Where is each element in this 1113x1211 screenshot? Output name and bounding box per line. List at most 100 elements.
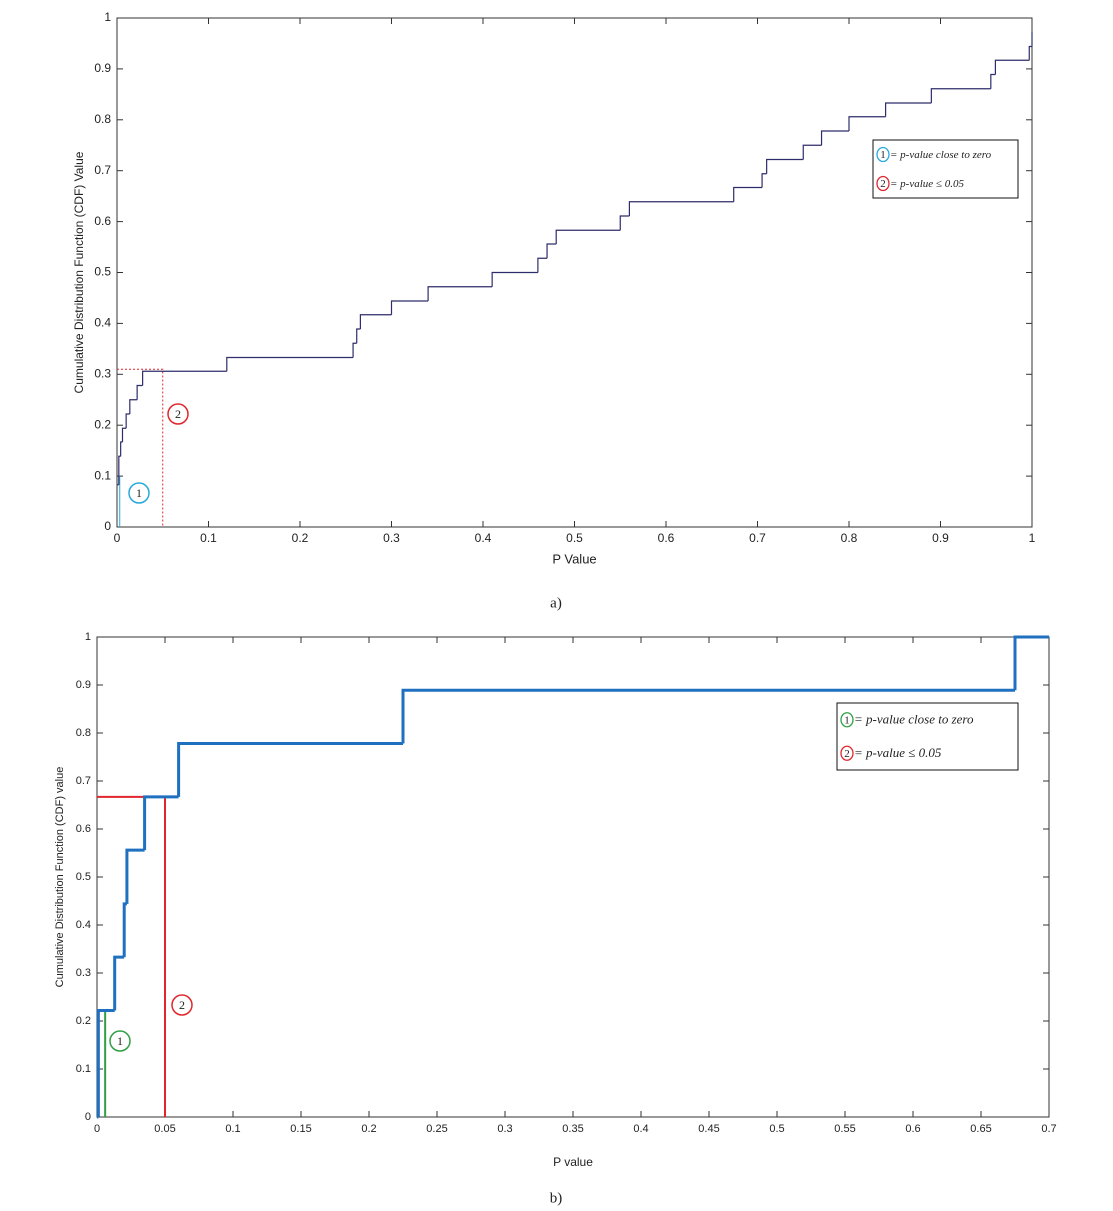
legend-circle: [840, 745, 854, 761]
x-tick-label: 0.45: [698, 1123, 719, 1135]
annotation-circle: [109, 1030, 131, 1052]
cdf-step: [118, 455, 121, 485]
cdf-step: [619, 215, 630, 231]
cdf-step: [994, 59, 1030, 75]
cdf-step: [120, 441, 123, 457]
x-tick-label: 0.25: [426, 1123, 447, 1135]
legend-marker: 2: [880, 178, 886, 190]
cdf-step: [121, 427, 127, 442]
reference-line: [117, 368, 164, 527]
cdf-step: [537, 257, 548, 273]
x-tick-label: 0.6: [905, 1123, 920, 1135]
x-tick-label: 0.65: [970, 1123, 991, 1135]
cdf-step: [136, 384, 143, 400]
x-axis-label: P Value: [552, 551, 596, 566]
y-tick-label: 0.4: [76, 919, 91, 931]
cdf-step: [491, 271, 538, 287]
legend-label: = p-value close to zero: [890, 149, 992, 161]
legend-circle: [840, 712, 854, 728]
annotation: 2: [175, 407, 181, 421]
y-tick-label: 0.1: [94, 468, 111, 482]
plot-area: [116, 17, 1033, 528]
cdf-step: [848, 116, 886, 131]
cdf-step: [96, 1008, 115, 1117]
cdf-step: [802, 144, 822, 160]
x-tick-label: 0.8: [841, 531, 858, 545]
cdf-step: [129, 399, 138, 415]
x-axis-label: P value: [553, 1155, 593, 1169]
cdf-step: [1028, 45, 1032, 61]
cdf-step: [359, 314, 392, 329]
y-tick-label: 0.8: [76, 727, 91, 739]
x-tick-label: 0.15: [290, 1123, 311, 1135]
cdf-step: [885, 102, 932, 117]
x-tick-label: 0.4: [475, 531, 492, 545]
cdf-step: [226, 356, 354, 372]
cdf-step: [820, 130, 849, 146]
x-tick-label: 0.9: [932, 531, 949, 545]
x-tick-label: 0.3: [497, 1123, 512, 1135]
cdf-step: [143, 795, 179, 851]
y-tick-label: 0.6: [94, 214, 111, 228]
x-tick-label: 0: [94, 1123, 100, 1135]
cdf-step: [1013, 635, 1049, 691]
legend-box: [872, 139, 1019, 199]
annotation: 1: [136, 486, 142, 500]
y-tick-label: 0.3: [94, 366, 111, 380]
legend-circle: [876, 146, 890, 163]
cdf-step: [401, 688, 1015, 744]
caption: a): [550, 595, 562, 611]
annotation-circle: [128, 482, 150, 504]
cdf-step: [390, 300, 429, 315]
x-tick-label: 0.55: [834, 1123, 855, 1135]
cdf-step: [356, 328, 361, 344]
y-tick-label: 0.9: [76, 679, 91, 691]
legend-circle: [876, 175, 890, 192]
cdf-step: [125, 848, 145, 904]
legend-marker: 1: [880, 149, 886, 161]
legend-marker: 2: [844, 748, 850, 760]
y-tick-label: 0: [85, 1111, 91, 1123]
y-tick-label: 0.2: [76, 1015, 91, 1027]
x-tick-label: 1: [1029, 531, 1036, 545]
y-tick-label: 0.3: [76, 967, 91, 979]
x-tick-label: 0: [114, 531, 121, 545]
x-tick-label: 0.2: [292, 531, 309, 545]
cdf-step: [546, 243, 557, 259]
legend-label: = p-value ≤ 0.05: [854, 745, 942, 760]
annotation: 1: [117, 1034, 123, 1048]
x-tick-label: 0.1: [200, 531, 217, 545]
y-tick-label: 0.8: [94, 112, 111, 126]
x-tick-label: 0.05: [154, 1123, 175, 1135]
annotation-circle: [171, 994, 193, 1016]
y-axis-label: Cumulative Distribution Function (CDF) V…: [72, 151, 86, 393]
x-tick-label: 0.5: [769, 1123, 784, 1135]
cdf-step: [761, 173, 767, 188]
annotation-circle: [167, 403, 189, 425]
caption: b): [550, 1190, 563, 1206]
cdf-step: [930, 88, 991, 104]
legend-label: = p-value close to zero: [854, 712, 974, 727]
y-tick-label: 0.6: [76, 823, 91, 835]
y-tick-label: 0.7: [76, 775, 91, 787]
y-tick-label: 0.7: [94, 163, 111, 177]
annotation: 2: [179, 998, 185, 1012]
y-tick-label: 0.9: [94, 61, 111, 75]
cdf-step: [766, 158, 804, 174]
cdf-step: [352, 342, 357, 358]
x-tick-label: 0.7: [749, 531, 766, 545]
cdf-step: [427, 286, 493, 302]
x-tick-label: 0.3: [383, 531, 400, 545]
cdf-step: [142, 370, 227, 386]
y-tick-label: 1: [104, 10, 111, 24]
x-tick-label: 0.5: [566, 531, 583, 545]
legend-label: = p-value ≤ 0.05: [890, 178, 964, 190]
cdf-step: [628, 201, 734, 217]
x-tick-label: 0.7: [1041, 1123, 1056, 1135]
legend-marker: 1: [844, 714, 850, 726]
cdf-step: [990, 73, 996, 89]
legend-box: [836, 702, 1019, 771]
y-tick-label: 0.2: [94, 417, 111, 431]
